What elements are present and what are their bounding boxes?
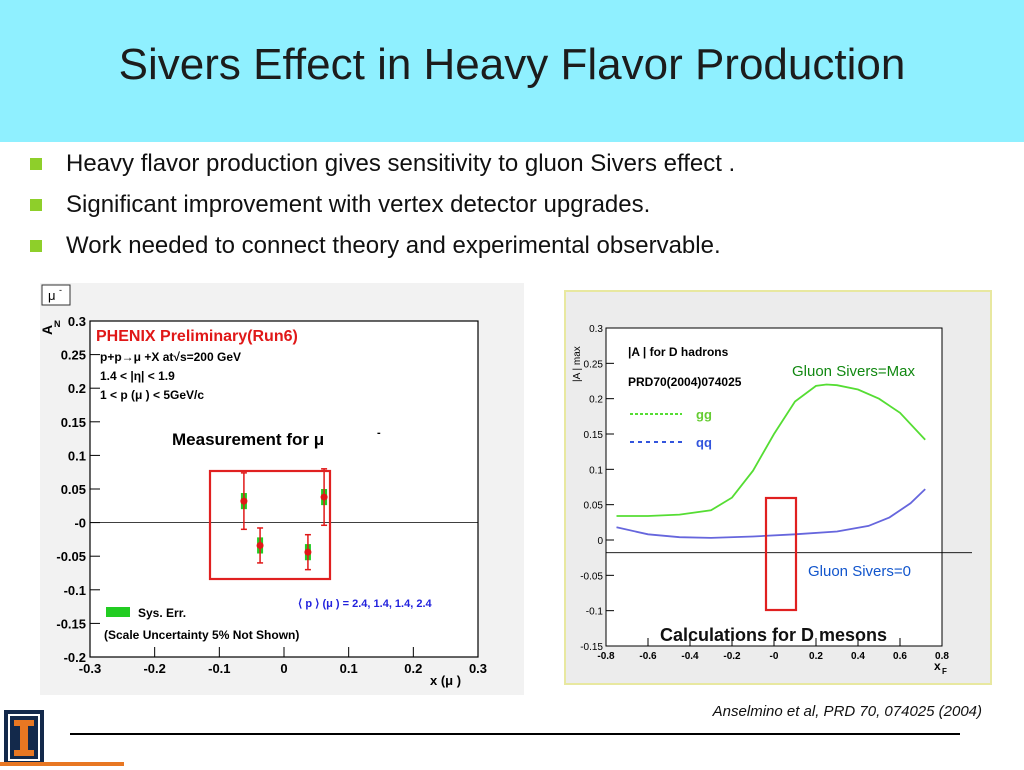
y-tick-label: 0.25 [584, 359, 604, 370]
highlight-box [764, 496, 798, 612]
y-tick-label: 0.2 [589, 395, 603, 406]
phenix-measurement-panel: μ - A N 0.3 0.25 0.2 0.15 0.1 0.05 -0 -0.05 -0.1… [39, 283, 524, 695]
label-gluon-max: Gluon Sivers=Max [792, 363, 915, 380]
y-tick-label: 0.15 [584, 430, 604, 441]
y-axis-label: |A | max [572, 346, 583, 382]
x-tick-label: -0.4 [681, 651, 699, 662]
phenix-chart: μ - A N 0.30.250.20.150.10.05-0-0.05-0.1… [39, 284, 487, 688]
series-line-gg [616, 383, 926, 517]
data-point [304, 548, 312, 556]
y-tick-label: -0.1 [586, 607, 604, 618]
x-tick-label: 0.4 [851, 651, 865, 662]
data-point [240, 497, 248, 505]
y-tick-label: -0.05 [56, 549, 86, 564]
bullet-item: Heavy flavor production gives sensitivit… [30, 150, 735, 191]
x-tick-label: 0.6 [893, 651, 907, 662]
data-point [320, 493, 328, 501]
chart-title: PHENIX Preliminary(Run6) [96, 328, 298, 345]
slide-title: Sivers Effect in Heavy Flavor Production [118, 40, 906, 89]
syserr-legend-swatch [106, 607, 130, 617]
panel-label: μ - [41, 284, 71, 306]
university-logo [4, 710, 44, 765]
syserr-legend-label: Sys. Err. [138, 606, 186, 620]
citation: Anselmino et al, PRD 70, 074025 (2004) [712, 703, 982, 720]
bullet-list: Heavy flavor production gives sensitivit… [30, 150, 735, 273]
x-tick-label: 0.3 [469, 661, 487, 676]
plot-frame [89, 320, 479, 658]
calculation-annotation: Calculations for D mesons [660, 625, 887, 645]
y-tick-label: -0.15 [56, 616, 86, 631]
panel-label-sup: - [59, 285, 62, 295]
x-tick-label: 0.1 [340, 661, 358, 676]
bullet-square-icon [30, 158, 42, 170]
y-axis-label-sub: N [54, 319, 61, 329]
panel-label-text: μ [48, 288, 56, 303]
x-tick-label: 0.2 [809, 651, 823, 662]
y-tick-label: -0 [74, 516, 86, 531]
y-tick-label: -0.15 [580, 642, 603, 653]
info-line: 1.4 < |η| < 1.9 [100, 369, 175, 383]
x-axis-label: x [934, 659, 941, 673]
x-tick-label: -0 [770, 651, 779, 662]
bullet-text: Significant improvement with vertex dete… [66, 191, 651, 218]
y-tick-label: -0.1 [64, 583, 86, 598]
y-tick-label: 0.05 [61, 482, 86, 497]
pt-note: ⟨ p ⟩ (μ ) = 2.4, 1.4, 1.4, 2.4 [298, 598, 433, 610]
x-tick-label: -0.1 [208, 661, 230, 676]
logo-accent-bar [0, 762, 124, 766]
y-tick-label: 0.3 [589, 324, 603, 335]
inset-reference: PRD70(2004)074025 [628, 375, 742, 389]
y-tick-label: -0.05 [580, 571, 603, 582]
bullet-text: Work needed to connect theory and experi… [66, 232, 721, 259]
legend-qq-label: qq [696, 435, 712, 450]
x-tick-label: -0.2 [723, 651, 741, 662]
info-line: p+p→μ +X at√s=200 GeV [100, 350, 241, 364]
legend-gg-label: gg [696, 407, 712, 422]
x-tick-label: -0.3 [79, 661, 101, 676]
measurement-annotation: Measurement for μ [172, 430, 324, 449]
measurement-annotation-sup: - [377, 427, 381, 439]
footer-divider [70, 733, 960, 735]
x-axis-label: x (μ ) [430, 673, 461, 688]
bullet-item: Significant improvement with vertex dete… [30, 191, 735, 232]
x-axis-label-sub: F [942, 667, 947, 676]
illinois-logo-icon [8, 714, 40, 761]
bullet-text: Heavy flavor production gives sensitivit… [66, 150, 736, 177]
theory-chart: |A | max 0.3 0.25 0.2 0.15 0.1 0.05 0 -0.05 -0.1… [572, 324, 972, 676]
theory-calculation-panel: |A | max 0.3 0.25 0.2 0.15 0.1 0.05 0 -0.05 -0.1… [564, 290, 992, 685]
info-line: 1 < p (μ ) < 5GeV/c [100, 388, 204, 402]
inset-title: |A | for D hadrons [628, 345, 729, 359]
y-tick-label: 0.05 [584, 501, 604, 512]
y-tick-label: 0.2 [68, 381, 86, 396]
title-band [0, 0, 1024, 142]
bullet-square-icon [30, 199, 42, 211]
y-axis-title: A N [39, 319, 61, 335]
scale-note: (Scale Uncertainty 5% Not Shown) [104, 628, 299, 642]
y-tick-label: 0.1 [589, 465, 603, 476]
x-tick-label: 0.2 [404, 661, 422, 676]
y-tick-label: 0.1 [68, 448, 86, 463]
data-point [256, 541, 264, 549]
y-tick-label: 0 [597, 536, 603, 547]
bullet-item: Work needed to connect theory and experi… [30, 232, 735, 273]
label-gluon-zero: Gluon Sivers=0 [808, 563, 911, 580]
bullet-square-icon [30, 240, 42, 252]
y-tick-label: 0.3 [68, 314, 86, 329]
x-tick-label: 0.8 [935, 651, 949, 662]
x-tick-label: -0.6 [639, 651, 657, 662]
x-tick-label: -0.8 [597, 651, 615, 662]
x-tick-label: -0.2 [143, 661, 165, 676]
y-tick-label: 0.15 [61, 415, 86, 430]
y-tick-label: -0.2 [64, 650, 86, 665]
highlight-box [208, 469, 332, 581]
y-axis-label: A [40, 325, 55, 335]
y-tick-label: 0.25 [61, 348, 86, 363]
x-tick-label: 0 [280, 661, 287, 676]
